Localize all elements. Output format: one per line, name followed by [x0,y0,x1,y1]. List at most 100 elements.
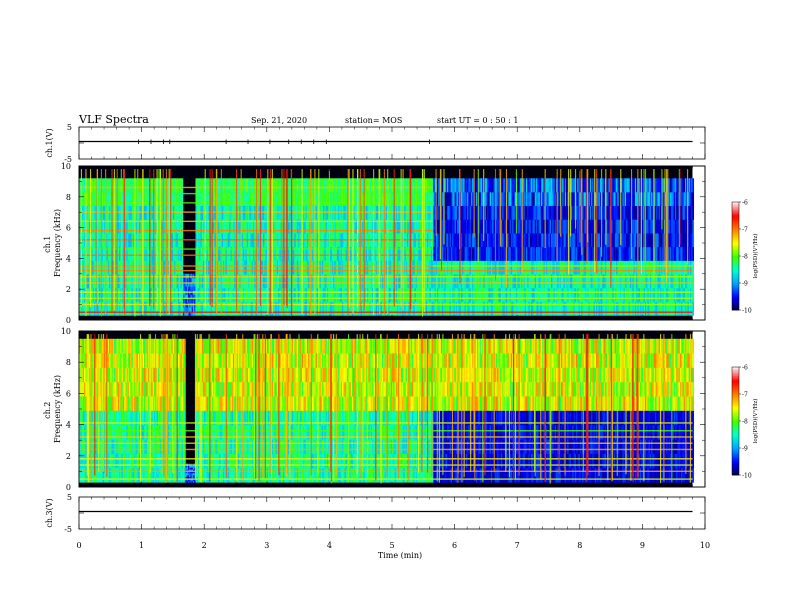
spectrogram-cell [92,260,95,275]
spectrogram-cell [197,219,200,234]
spectrogram-cell [562,287,564,302]
spectrogram-cell [246,260,249,275]
spectrogram-cell [295,219,298,234]
spectrogram-cell [169,246,171,261]
spectrogram-cell [483,287,485,302]
spectrogram-cell [294,260,296,275]
spectrogram-cell [606,178,608,193]
spectrogram-cell [313,219,315,234]
spectrogram-cell [621,287,623,302]
spectrogram-cell [628,178,631,193]
spectrogram-cell [84,178,86,193]
spectrogram-cell [558,205,561,220]
spectrogram-cell [117,260,120,275]
spectrogram-cell [380,219,383,234]
spectrogram-cell [510,260,513,275]
spectrogram-cell [217,219,220,234]
spectrogram-cell [567,178,569,193]
spectrogram-cell [454,246,457,261]
spectrogram-cell [586,260,588,275]
spectrogram-cell [415,287,418,302]
spectrogram-cell [467,192,469,207]
spectrogram-cell [453,219,455,234]
spectrogram-cell [390,301,393,316]
spectrogram-cell [479,233,482,248]
sferic-burst [240,169,242,314]
spectrogram-cell [289,178,291,193]
spectrogram-cell [151,287,154,302]
spectrogram-cell [320,301,323,316]
spectrogram-cell [197,301,200,316]
spectrogram-cell [518,246,521,261]
spectrogram-cell [587,287,589,302]
spectrogram-cell [619,301,622,316]
spectrogram-cell [514,301,517,316]
spectrogram-cell [647,233,649,248]
spectrogram-cell [637,287,639,302]
spectrogram-cell [334,301,336,316]
spectrogram-cell [202,219,205,234]
spectrogram-cell [525,287,528,302]
spectrogram-cell [530,178,533,193]
spectrogram-cell [598,192,601,207]
spectrogram-cell [102,178,105,193]
spectrogram-cell [673,205,676,220]
spectrogram-cell [480,192,483,207]
spectrogram-cell [99,274,101,289]
spectrogram-cell [319,274,321,289]
spectrogram-cell [679,260,682,275]
spectral-line [79,291,693,293]
spectrogram-cell [564,246,567,261]
spectrogram-cell [480,287,483,302]
spectrogram-cell [189,307,191,312]
spectrogram-cell [166,246,169,261]
spectrogram-cell [432,246,434,261]
spectrogram-cell [627,178,629,193]
spectrogram-cell [440,274,443,289]
spectrogram-cell [127,301,130,316]
spectrogram-cell [443,301,445,316]
spectrogram-cell [296,274,299,289]
spectrogram-cell [95,178,97,193]
spectrogram-cell [684,246,687,261]
spectrogram-cell [517,260,519,275]
spectrogram-cell [544,287,547,302]
spectrogram-cell [603,260,606,275]
spectrogram-cell [435,260,438,275]
spectrogram-cell [175,246,177,261]
spectrogram-cell [435,246,438,261]
spectrogram-cell [454,233,457,248]
spectrogram-cell [87,274,90,289]
spectrogram-cell [263,301,265,316]
spectrogram-cell [268,219,270,234]
spectrogram-cell [254,301,256,316]
spectrogram-cell [552,301,554,316]
spectrogram-cell [628,287,631,302]
spectrogram-cell [612,246,614,261]
spectrogram-cell [537,219,539,234]
spectrogram-cell [226,274,229,289]
sferic-burst [281,169,283,311]
spectrogram-cell [414,192,417,207]
spectrogram-cell [102,301,105,316]
spectrogram-cell [243,192,245,207]
spectrogram-cell [514,205,517,220]
spectrogram-cell [376,260,379,275]
spectrogram-cell [587,274,589,289]
spectrogram-cell [463,260,465,275]
spectrogram-cell [192,298,195,304]
spectrogram-cell [260,287,263,302]
spectrogram-cell [99,178,101,193]
spectrogram-cell [394,260,397,275]
spectrogram-cell [668,274,671,289]
spectrogram-cell [557,246,559,261]
spectrogram-cell [489,192,492,207]
spectrogram-cell [326,192,329,207]
spectrogram-cell [490,287,493,302]
spectrogram-cell [558,246,561,261]
spectrogram-cell [127,178,130,193]
spectrogram-cell [587,301,589,316]
spectrogram-cell [652,219,654,234]
spectrogram-cell [414,287,417,302]
spectrogram-cell [438,233,440,248]
